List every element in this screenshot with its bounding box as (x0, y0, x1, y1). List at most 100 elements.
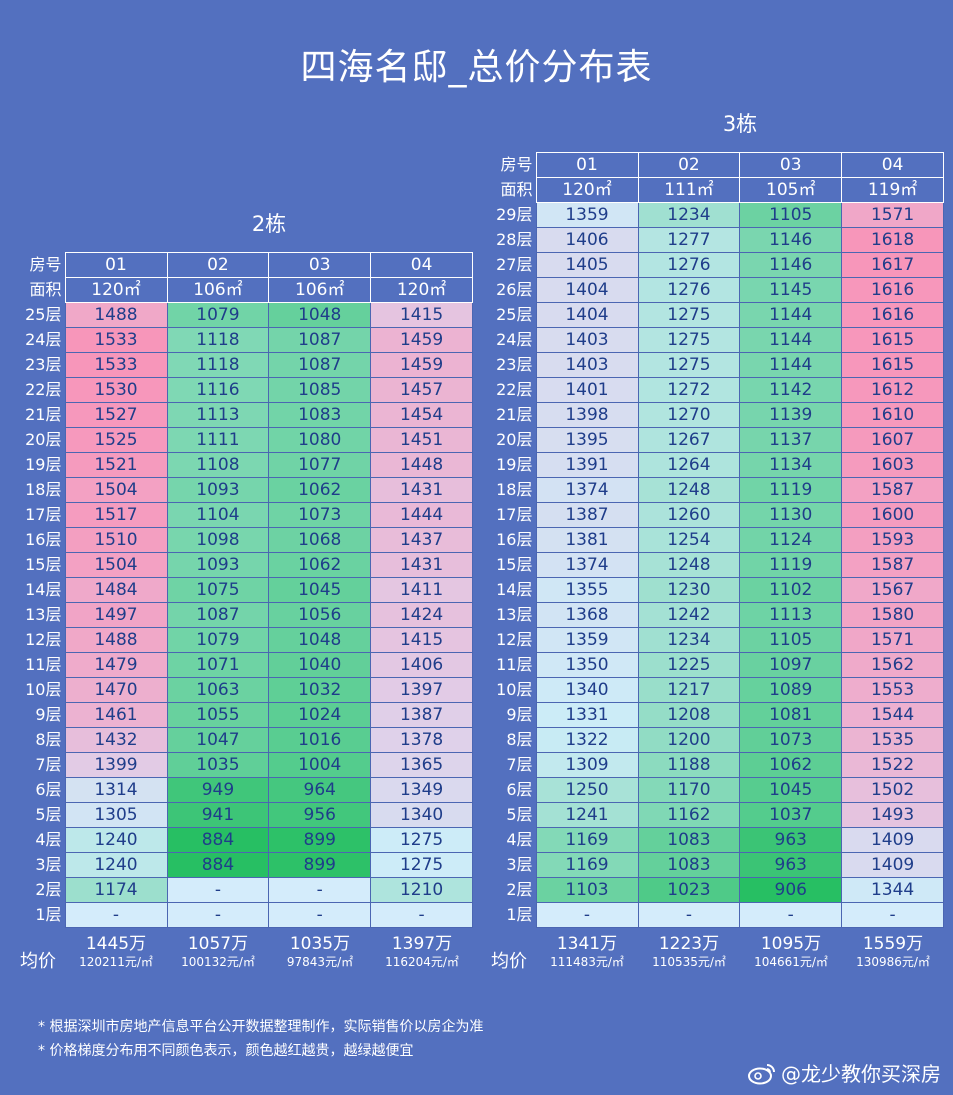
price-cell: 1368 (535, 602, 639, 628)
price-cell: 1111 (166, 427, 270, 453)
price-cell: 906 (739, 877, 843, 903)
price-cell: - (535, 902, 639, 928)
price-cell: 1431 (370, 477, 473, 503)
floor-row: 20层 1395 1267 1137 1607 (488, 427, 944, 453)
price-cell: 1484 (64, 577, 168, 603)
price-cell: 1533 (64, 352, 168, 378)
average-unit-price: 97843元/㎡ (286, 955, 354, 969)
price-cell: 1615 (841, 352, 944, 378)
room-number-header: 04 (370, 252, 473, 278)
price-cell: 1056 (268, 602, 372, 628)
price-cell: 1533 (64, 327, 168, 353)
price-cell: 1242 (637, 602, 741, 628)
room-number-header: 03 (739, 152, 843, 178)
floor-row: 3层 1169 1083 963 1409 (488, 852, 944, 878)
price-cell: 1089 (739, 677, 843, 703)
price-cell: 1134 (739, 452, 843, 478)
average-total: 1559万 (862, 934, 924, 954)
average-total: 1095万 (760, 934, 822, 954)
price-cell: 1521 (64, 452, 168, 478)
price-cell: 1603 (841, 452, 944, 478)
price-cell: 1459 (370, 327, 473, 353)
price-cell: 964 (268, 777, 372, 803)
price-cell: 1314 (64, 777, 168, 803)
price-cell: 1587 (841, 477, 944, 503)
price-cell: 1457 (370, 377, 473, 403)
row-label: 14层 (496, 580, 533, 599)
row-label: 28层 (496, 230, 533, 249)
area-header: 106㎡ (166, 277, 270, 303)
floor-row: 2层 1103 1023 906 1344 (488, 877, 944, 903)
price-cell: 1113 (166, 402, 270, 428)
price-cell: 1083 (268, 402, 372, 428)
room-number-header: 03 (268, 252, 372, 278)
floor-row: 8层 1432 1047 1016 1378 (17, 727, 473, 753)
price-cell: 1144 (739, 302, 843, 328)
price-cell: 1404 (535, 302, 639, 328)
row-label: 19层 (25, 455, 62, 474)
row-label: 23层 (25, 355, 62, 374)
floor-row: 14层 1484 1075 1045 1411 (17, 577, 473, 603)
row-label: 8层 (506, 730, 533, 749)
price-cell: 1016 (268, 727, 372, 753)
price-cell: 1544 (841, 702, 944, 728)
price-cell: 1275 (637, 352, 741, 378)
floor-row: 17层 1387 1260 1130 1600 (488, 502, 944, 528)
floor-row: 28层 1406 1277 1146 1618 (488, 227, 944, 253)
floor-row: 1层 - - - - (17, 902, 473, 928)
price-cell: 1395 (535, 427, 639, 453)
average-total: 1035万 (289, 934, 351, 954)
price-cell: 1617 (841, 252, 944, 278)
price-cell: 1208 (637, 702, 741, 728)
row-label: 18层 (496, 480, 533, 499)
price-cell: 1024 (268, 702, 372, 728)
price-cell: 1119 (739, 477, 843, 503)
price-cell: 1374 (535, 552, 639, 578)
price-cell: 1264 (637, 452, 741, 478)
price-cell: 1275 (370, 852, 473, 878)
row-label: 4层 (506, 830, 533, 849)
floor-row: 14层 1355 1230 1102 1567 (488, 577, 944, 603)
floor-row: 11层 1479 1071 1040 1406 (17, 652, 473, 678)
price-cell: 1593 (841, 527, 944, 553)
price-cell: - (166, 877, 270, 903)
average-price: 1341万 111483元/㎡ (536, 933, 638, 969)
price-cell: 1055 (166, 702, 270, 728)
price-cell: 1398 (535, 402, 639, 428)
price-cell: 1075 (166, 577, 270, 603)
price-cell: 1437 (370, 527, 473, 553)
price-cell: 1260 (637, 502, 741, 528)
floor-row: 18层 1374 1248 1119 1587 (488, 477, 944, 503)
price-cell: 1276 (637, 277, 741, 303)
price-cell: 1234 (637, 627, 741, 653)
area-header-row: 面积 120㎡ 111㎡ 105㎡ 119㎡ (488, 177, 944, 203)
price-cell: 1562 (841, 652, 944, 678)
price-cell: 1062 (268, 552, 372, 578)
average-label: 均价 (491, 951, 527, 972)
price-cell: 1431 (370, 552, 473, 578)
row-label: 16层 (25, 530, 62, 549)
price-cell: 1035 (166, 752, 270, 778)
building-2-title: 2栋 (251, 212, 287, 236)
price-cell: 1277 (637, 227, 741, 253)
area-header: 120㎡ (64, 277, 168, 303)
price-cell: 899 (268, 852, 372, 878)
floor-row: 29层 1359 1234 1105 1571 (488, 202, 944, 228)
row-label: 7层 (35, 755, 62, 774)
row-label: 4层 (35, 830, 62, 849)
price-cell: 963 (739, 827, 843, 853)
floor-row: 21层 1398 1270 1139 1610 (488, 402, 944, 428)
floor-row: 8层 1322 1200 1073 1535 (488, 727, 944, 753)
row-label: 22层 (25, 380, 62, 399)
page-title: 四海名邸_总价分布表 (300, 47, 653, 88)
price-cell: - (370, 902, 473, 928)
row-label: 3层 (35, 855, 62, 874)
row-label: 1层 (506, 905, 533, 924)
price-cell: 1600 (841, 502, 944, 528)
price-cell: 1527 (64, 402, 168, 428)
floor-row: 6层 1250 1170 1045 1502 (488, 777, 944, 803)
row-label: 21层 (496, 405, 533, 424)
price-cell: 1344 (841, 877, 944, 903)
price-cell: 1331 (535, 702, 639, 728)
row-label: 24层 (25, 330, 62, 349)
